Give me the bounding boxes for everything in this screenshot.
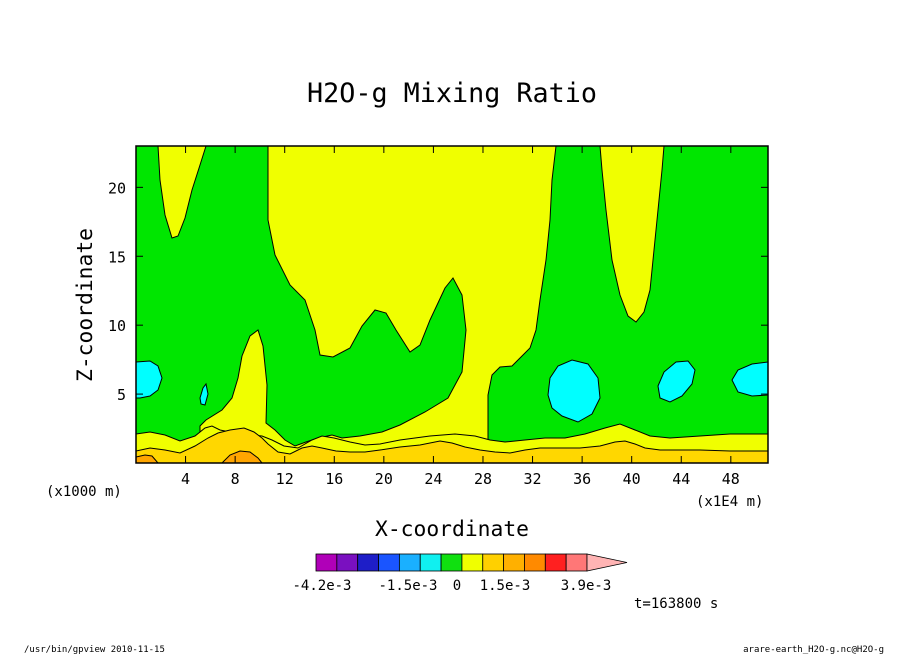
y-scale-note: (x1000 m) <box>46 484 122 500</box>
x-tick-label: 4 <box>181 470 190 488</box>
footer-right: arare-earth_H2O-g.nc@H2O-g <box>743 645 884 654</box>
x-tick-label: 24 <box>424 470 442 488</box>
field-cyan-right-edge <box>731 361 768 397</box>
colorbar-swatch <box>440 553 463 572</box>
chart-title: H2O-g Mixing Ratio <box>307 78 597 109</box>
y-tick-label: 5 <box>117 386 126 404</box>
colorbar-extension-arrow <box>586 553 628 572</box>
colorbar-swatch <box>315 553 338 572</box>
x-tick-label: 44 <box>672 470 690 488</box>
x-tick-label: 32 <box>524 470 542 488</box>
x-tick-label: 12 <box>276 470 294 488</box>
x-tick-label: 20 <box>375 470 393 488</box>
colorbar-swatch <box>378 553 400 572</box>
x-tick-label: 40 <box>623 470 641 488</box>
colorbar-tick-label: 0 <box>453 578 461 594</box>
colorbar-swatch <box>419 553 442 572</box>
colorbar-swatch <box>503 553 525 572</box>
field-yellow-central <box>199 146 557 463</box>
colorbar-tick-label: 1.5e-3 <box>480 578 531 594</box>
field-gold-band <box>136 427 768 463</box>
colorbar-swatch <box>357 553 379 572</box>
colorbar <box>315 553 628 572</box>
y-tick-label: 20 <box>108 179 126 197</box>
field-cyan-center <box>547 359 601 423</box>
x-tick-label: 48 <box>722 470 740 488</box>
colorbar-swatch <box>524 553 546 572</box>
colorbar-swatch <box>565 553 588 572</box>
x-axis-ticks: 4 8 12 16 20 24 28 32 36 40 44 48 <box>181 146 740 488</box>
x-tick-label: 16 <box>325 470 343 488</box>
plot-frame <box>135 145 769 464</box>
colorbar-tick-label: 3.9e-3 <box>561 578 612 594</box>
colorbar-swatch <box>398 553 421 572</box>
x-tick-label: 28 <box>474 470 492 488</box>
y-tick-label: 10 <box>108 317 126 335</box>
y-axis-label: Z-coordinate <box>73 228 97 382</box>
y-tick-label: 15 <box>108 248 126 266</box>
field-cyan-small <box>199 382 209 406</box>
field-yellow-left-column <box>157 146 207 239</box>
field-cyan-right <box>657 360 696 403</box>
x-scale-note: (x1E4 m) <box>696 494 763 510</box>
colorbar-tick-label: -4.2e-3 <box>292 578 351 594</box>
field-orange-bottom <box>136 450 263 463</box>
footer-left: /usr/bin/gpview 2010-11-15 <box>24 645 165 654</box>
y-axis-ticks: 5 10 15 20 <box>108 179 768 404</box>
colorbar-swatch <box>482 553 505 572</box>
colorbar-tick-label: -1.5e-3 <box>378 578 437 594</box>
field-cyan-left-edge <box>136 360 163 399</box>
colorbar-swatch <box>336 553 359 572</box>
x-axis-label: X-coordinate <box>375 517 529 541</box>
colorbar-swatch <box>544 553 567 572</box>
colorbar-tick-labels: -4.2e-3 -1.5e-3 0 1.5e-3 3.9e-3 <box>292 578 611 594</box>
x-tick-label: 8 <box>231 470 240 488</box>
x-tick-label: 36 <box>573 470 591 488</box>
field-yellow-right-column <box>599 146 665 323</box>
colorbar-swatch <box>461 553 484 572</box>
time-label: t=163800 s <box>634 596 718 612</box>
